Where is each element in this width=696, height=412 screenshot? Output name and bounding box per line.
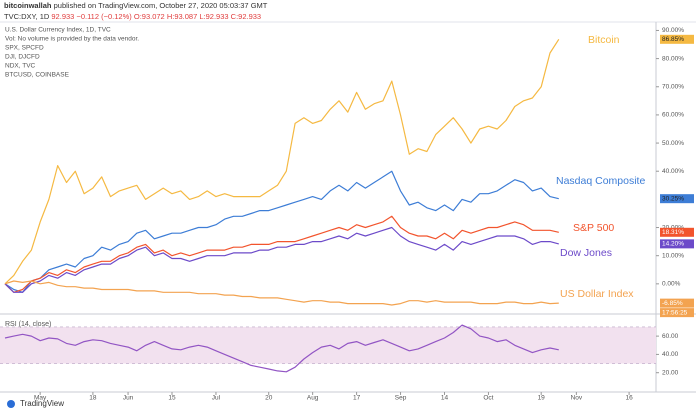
info-line: NDX, TVC	[5, 63, 36, 70]
x-tick-label: 20	[265, 395, 273, 402]
x-tick-label: Oct	[483, 395, 493, 402]
info-line: U.S. Dollar Currency Index, 1D, TVC	[5, 27, 111, 34]
brand-icon	[7, 400, 15, 408]
value-badge-label: -6.85%	[662, 300, 683, 307]
change: −0.112 (−0.12%)	[76, 12, 132, 21]
y-tick-label: 90.00%	[662, 27, 684, 34]
published: published on TradingView.com, October 27…	[54, 1, 268, 10]
x-tick-label: May	[34, 395, 47, 402]
x-tick-label: 18	[89, 395, 97, 402]
symbol-line: TVC:DXY, 1D 92.933 −0.112 (−0.12%) O:93.…	[4, 12, 261, 21]
y-tick-label: 60.00%	[662, 112, 684, 119]
y-tick-label: 20.00%	[662, 224, 684, 231]
x-tick-label: Sep	[395, 395, 407, 402]
y-tick-label: 20.00	[662, 369, 679, 376]
x-tick-label: 19	[538, 395, 546, 402]
x-tick-label: Jun	[123, 395, 134, 402]
series-name: Nasdaq Composite	[556, 175, 645, 187]
series-name: Dow Jones	[560, 247, 612, 259]
x-tick-label: Jul	[212, 395, 221, 402]
y-tick-label: 80.00%	[662, 55, 684, 62]
series-line	[4, 38, 560, 285]
ohlc: L:92.933	[199, 12, 228, 21]
series-line	[4, 226, 559, 293]
x-tick-label: 14	[441, 395, 449, 402]
y-tick-label: 10.00%	[662, 252, 684, 259]
series-line	[4, 215, 559, 293]
series-name: Bitcoin	[588, 34, 620, 46]
price: 92.933	[51, 12, 74, 21]
x-tick-label: Aug	[307, 395, 319, 402]
x-tick-label: 15	[168, 395, 176, 402]
y-tick-label: 40.00%	[662, 168, 684, 175]
series-line	[4, 324, 559, 373]
y-tick-label: 0.00%	[662, 281, 681, 288]
ohlc: H:93.087	[167, 12, 197, 21]
series-name: US Dollar Index	[560, 288, 634, 300]
info-line: BTCUSD, COINBASE	[5, 72, 70, 79]
y-tick-label: 60.00	[662, 333, 679, 340]
value-badge	[660, 227, 694, 237]
ohlc: O:93.072	[134, 12, 165, 21]
series-line	[4, 280, 559, 306]
y-tick-label: 40.00	[662, 351, 679, 358]
brand: TradingView	[20, 399, 64, 408]
x-tick-label: 17	[353, 395, 361, 402]
series-line	[4, 170, 559, 293]
x-tick-label: 16	[625, 395, 633, 402]
x-tick-label: Nov	[571, 395, 583, 402]
y-tick-label: 70.00%	[662, 83, 684, 90]
rsi-title: RSI (14, close)	[5, 321, 51, 328]
value-badge	[660, 298, 694, 308]
info-line: Vol: No volume is provided by the data v…	[5, 36, 139, 43]
y-tick-label: 50.00%	[662, 140, 684, 147]
header-line: bitcoinwallah published on TradingView.c…	[4, 1, 268, 10]
info-line: SPX, SPCFD	[5, 45, 44, 52]
countdown: 17:56:25	[662, 309, 688, 316]
author: bitcoinwallah	[4, 1, 52, 10]
value-badge-label: 14.20%	[662, 241, 684, 248]
series-name: S&P 500	[573, 222, 614, 234]
symbol: TVC:DXY, 1D	[4, 12, 50, 21]
value-badge	[660, 34, 694, 44]
value-badge-label: 30.25%	[662, 195, 684, 202]
value-badge-label: 86.85%	[662, 36, 684, 43]
value-badge-label: 18.31%	[662, 229, 684, 236]
ohlc: C:92.933	[231, 12, 261, 21]
info-line: DJI, DJCFD	[5, 54, 40, 61]
value-badge	[660, 194, 694, 204]
value-badge	[660, 239, 694, 249]
countdown-badge	[660, 308, 694, 318]
